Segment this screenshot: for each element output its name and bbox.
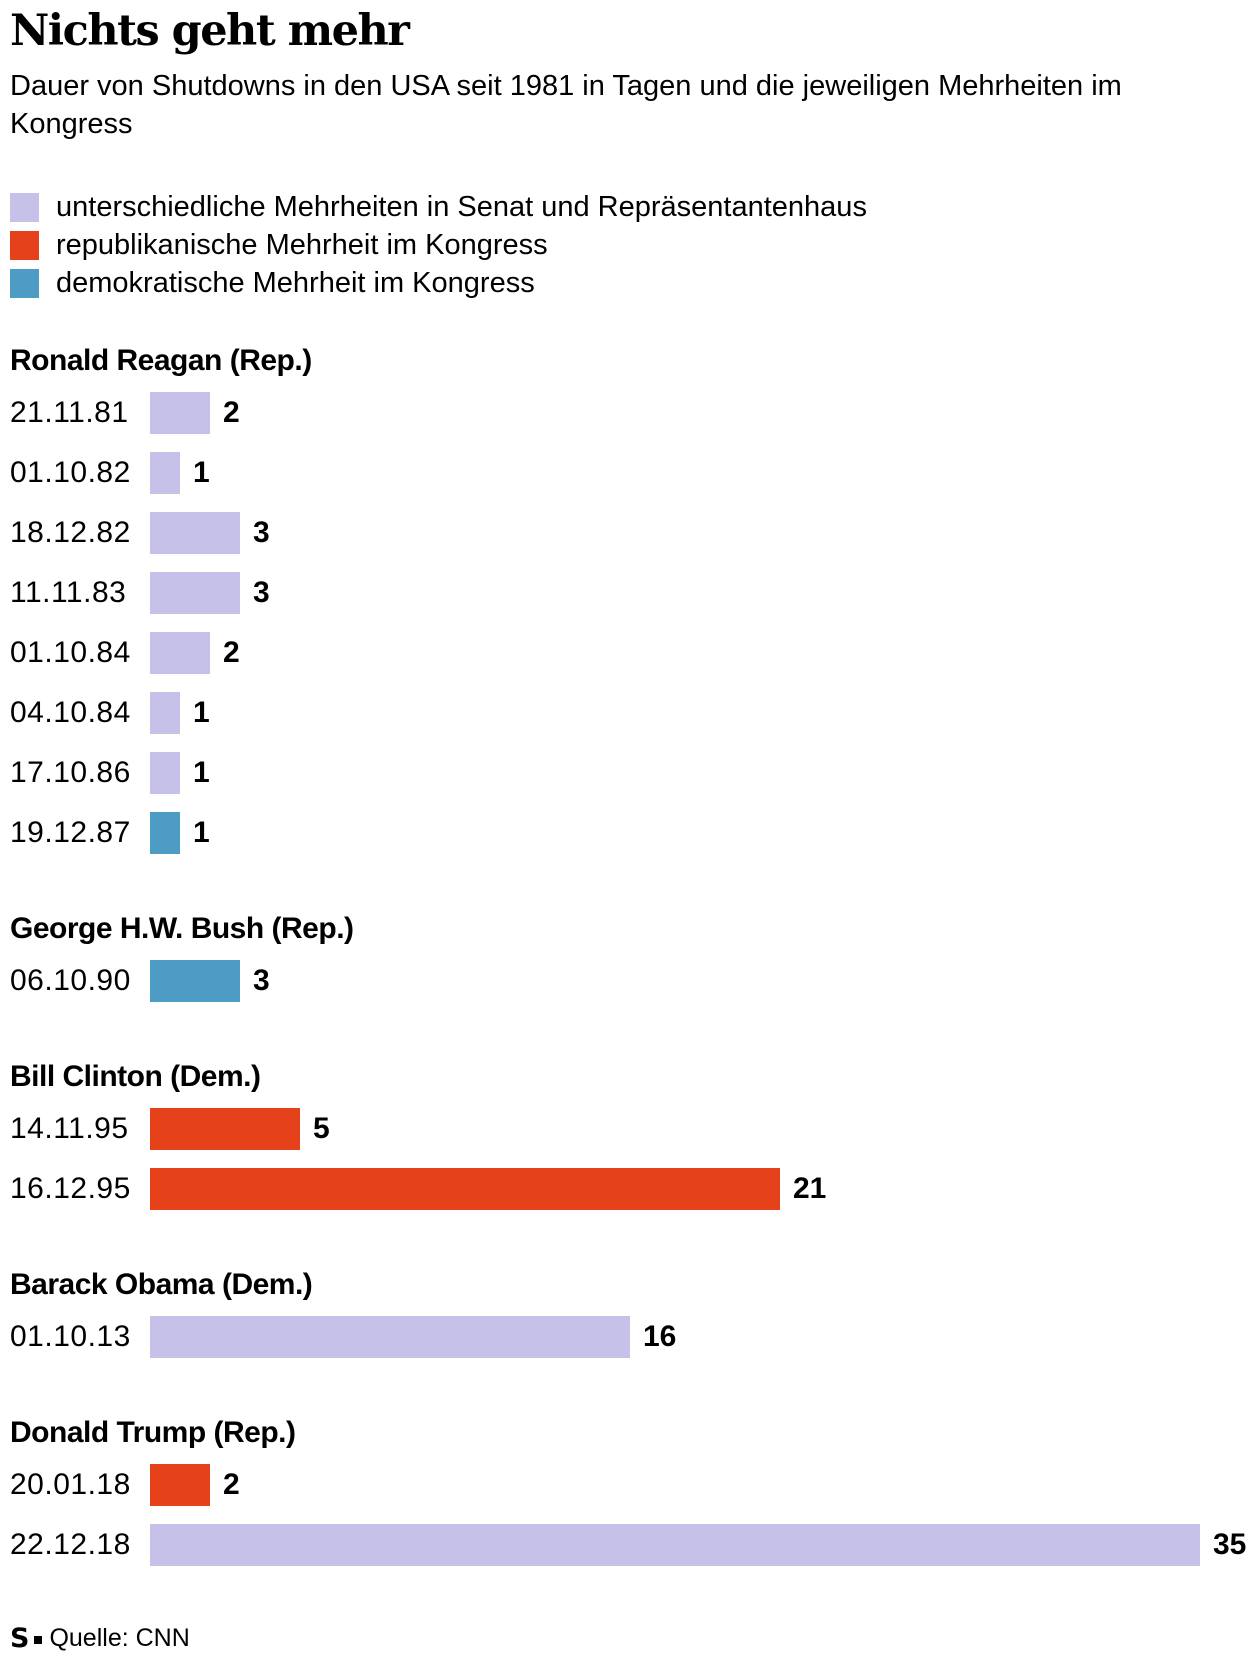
shutdown-bar — [150, 452, 180, 494]
chart-subtitle: Dauer von Shutdowns in den USA seit 1981… — [10, 70, 1122, 140]
shutdown-row: 01.10.84 2 — [10, 623, 1248, 683]
shutdown-row: 22.12.18 35 — [10, 1515, 1248, 1575]
shutdown-date-label: 01.10.82 — [10, 456, 131, 489]
shutdown-days-value: 16 — [643, 1320, 677, 1353]
shutdown-bar — [150, 1524, 1200, 1566]
shutdown-date-label: 17.10.86 — [10, 756, 131, 789]
shutdown-days-value: 3 — [253, 516, 270, 549]
legend-label: demokratische Mehrheit im Kongress — [56, 266, 535, 299]
shutdown-date-label: 19.12.87 — [10, 816, 131, 849]
shutdown-date-label: 21.11.81 — [10, 396, 129, 429]
legend-swatch — [10, 230, 39, 260]
spiegel-logo: S — [10, 1623, 30, 1654]
president-rows: 06.10.90 3 — [10, 951, 1248, 1011]
shutdown-bar — [150, 512, 240, 554]
president-heading: Bill Clinton (Dem.) — [10, 1060, 261, 1093]
shutdown-date-label: 22.12.18 — [10, 1528, 131, 1561]
shutdown-row: 14.11.95 5 — [10, 1099, 1248, 1159]
president-section: Donald Trump (Rep.) 20.01.18 2 22.12.18 … — [10, 1416, 1248, 1575]
shutdown-row: 18.12.82 3 — [10, 503, 1248, 563]
president-rows: 21.11.81 2 01.10.82 1 18.12.82 3 11.11.8… — [10, 383, 1248, 863]
chart-title: Nichts geht mehr — [10, 6, 410, 56]
legend-swatch — [10, 268, 39, 298]
legend-row: demokratische Mehrheit im Kongress — [10, 266, 1248, 299]
shutdown-bar — [150, 692, 180, 734]
shutdown-date-label: 20.01.18 — [10, 1468, 131, 1501]
president-section: George H.W. Bush (Rep.) 06.10.90 3 — [10, 912, 1248, 1011]
president-rows: 01.10.13 16 — [10, 1307, 1248, 1367]
shutdown-days-value: 2 — [223, 636, 240, 669]
shutdown-row: 01.10.82 1 — [10, 443, 1248, 503]
shutdown-bar — [150, 1168, 780, 1210]
shutdown-days-value: 3 — [253, 964, 270, 997]
president-rows: 14.11.95 5 16.12.95 21 — [10, 1099, 1248, 1219]
president-section: Barack Obama (Dem.) 01.10.13 16 — [10, 1268, 1248, 1367]
shutdown-date-label: 06.10.90 — [10, 964, 131, 997]
shutdown-row: 06.10.90 3 — [10, 951, 1248, 1011]
footer: S Quelle: CNN — [10, 1624, 1248, 1661]
shutdown-days-value: 2 — [223, 1468, 240, 1501]
legend: unterschiedliche Mehrheiten in Senat und… — [10, 190, 1248, 299]
shutdown-row: 16.12.95 21 — [10, 1159, 1248, 1219]
president-heading: Ronald Reagan (Rep.) — [10, 344, 312, 377]
legend-row: unterschiedliche Mehrheiten in Senat und… — [10, 190, 1248, 223]
shutdown-bar — [150, 572, 240, 614]
shutdown-days-value: 21 — [793, 1172, 827, 1205]
shutdown-date-label: 14.11.95 — [10, 1112, 129, 1145]
shutdown-bar — [150, 1464, 210, 1506]
shutdown-row: 11.11.83 3 — [10, 563, 1248, 623]
president-heading: Donald Trump (Rep.) — [10, 1416, 296, 1449]
shutdown-bar — [150, 812, 180, 854]
shutdown-bar — [150, 960, 240, 1002]
chart-sections: Ronald Reagan (Rep.) 21.11.81 2 01.10.82… — [10, 344, 1248, 1575]
shutdown-row: 01.10.13 16 — [10, 1307, 1248, 1367]
shutdown-days-value: 1 — [193, 816, 210, 849]
shutdown-row: 19.12.87 1 — [10, 803, 1248, 863]
source-credit: Quelle: CNN — [49, 1624, 190, 1652]
shutdown-date-label: 01.10.13 — [10, 1320, 131, 1353]
president-section: Bill Clinton (Dem.) 14.11.95 5 16.12.95 … — [10, 1060, 1248, 1219]
shutdown-days-value: 5 — [313, 1112, 330, 1145]
shutdown-days-value: 1 — [193, 756, 210, 789]
shutdown-bar — [150, 752, 180, 794]
shutdown-date-label: 01.10.84 — [10, 636, 131, 669]
president-heading: George H.W. Bush (Rep.) — [10, 912, 354, 945]
shutdown-date-label: 18.12.82 — [10, 516, 131, 549]
shutdown-row: 04.10.84 1 — [10, 683, 1248, 743]
shutdown-bar — [150, 632, 210, 674]
legend-label: republikanische Mehrheit im Kongress — [56, 228, 548, 261]
shutdown-bar — [150, 1108, 300, 1150]
shutdown-row: 17.10.86 1 — [10, 743, 1248, 803]
logo-separator-dot — [34, 1636, 43, 1644]
shutdown-bar — [150, 392, 210, 434]
president-section: Ronald Reagan (Rep.) 21.11.81 2 01.10.82… — [10, 344, 1248, 863]
shutdown-row: 21.11.81 2 — [10, 383, 1248, 443]
shutdown-days-value: 3 — [253, 576, 270, 609]
shutdown-row: 20.01.18 2 — [10, 1455, 1248, 1515]
shutdown-days-value: 1 — [193, 456, 210, 489]
president-rows: 20.01.18 2 22.12.18 35 — [10, 1455, 1248, 1575]
shutdown-date-label: 16.12.95 — [10, 1172, 131, 1205]
shutdown-bar — [150, 1316, 630, 1358]
shutdown-date-label: 11.11.83 — [10, 576, 127, 609]
president-heading: Barack Obama (Dem.) — [10, 1268, 313, 1301]
legend-swatch — [10, 192, 39, 222]
shutdown-days-value: 1 — [193, 696, 210, 729]
shutdown-days-value: 35 — [1213, 1528, 1247, 1561]
shutdown-days-value: 2 — [223, 396, 240, 429]
legend-row: republikanische Mehrheit im Kongress — [10, 228, 1248, 261]
legend-label: unterschiedliche Mehrheiten in Senat und… — [56, 190, 867, 223]
shutdown-date-label: 04.10.84 — [10, 696, 131, 729]
